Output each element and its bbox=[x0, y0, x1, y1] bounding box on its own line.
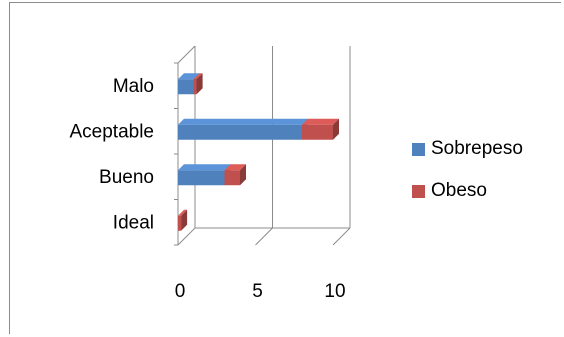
bar-bueno-sobrepeso bbox=[178, 164, 231, 186]
bar-top-face bbox=[224, 164, 246, 171]
x-tick-label-0: 0 bbox=[175, 281, 186, 302]
bar-ideal-obeso bbox=[178, 209, 188, 231]
category-label-malo: Malo bbox=[113, 76, 154, 97]
floor-diagonal-0 bbox=[177, 227, 196, 246]
floor-diagonal-5 bbox=[255, 227, 273, 246]
bar-bueno-obeso bbox=[224, 164, 246, 186]
bar-side-face bbox=[333, 118, 339, 140]
bar-front-face bbox=[178, 79, 194, 95]
x-tick-label-10: 10 bbox=[324, 281, 345, 302]
chart-bars bbox=[178, 73, 339, 231]
legend-label-sobrepeso: Sobrepeso bbox=[431, 138, 523, 159]
bar-side-face bbox=[181, 209, 188, 231]
bar-front-face bbox=[302, 124, 333, 140]
bar-aceptable-sobrepeso bbox=[178, 118, 308, 140]
bar-aceptable-obeso bbox=[302, 118, 339, 140]
bar-front-face bbox=[178, 215, 182, 231]
side-wall-top-edge bbox=[177, 45, 196, 64]
legend-entry-sobrepeso: Sobrepeso bbox=[412, 138, 523, 160]
legend-entry-obeso: Obeso bbox=[412, 180, 523, 202]
x-tick-label-5: 5 bbox=[252, 281, 263, 302]
bar-top-face bbox=[178, 209, 188, 216]
bar-side-face bbox=[240, 164, 246, 186]
bar-side-face bbox=[196, 73, 203, 95]
legend: Sobrepeso Obeso bbox=[412, 138, 523, 222]
legend-swatch-sobrepeso bbox=[412, 142, 425, 156]
category-label-ideal: Ideal bbox=[113, 212, 154, 233]
bar-top-face bbox=[178, 164, 231, 171]
bar-front-face bbox=[193, 79, 197, 95]
bar-top-face bbox=[178, 118, 308, 125]
category-labels: Ideal Bueno Aceptable Malo bbox=[69, 76, 154, 234]
bar-malo-obeso bbox=[193, 73, 203, 95]
legend-swatch-obeso bbox=[412, 184, 425, 198]
legend-label-obeso: Obeso bbox=[431, 180, 487, 201]
chart-frame bbox=[9, 2, 561, 334]
bar-top-face bbox=[302, 118, 339, 125]
bar-front-face bbox=[224, 170, 240, 186]
floor-diagonal-10 bbox=[332, 227, 351, 246]
bar-front-face bbox=[178, 170, 225, 186]
x-tick-labels: 0 5 10 bbox=[175, 281, 346, 302]
category-label-aceptable: Aceptable bbox=[69, 121, 154, 142]
category-label-bueno: Bueno bbox=[99, 167, 154, 188]
bar-top-face bbox=[178, 73, 200, 80]
bar-top-face bbox=[193, 73, 203, 80]
bar-front-face bbox=[178, 124, 302, 140]
